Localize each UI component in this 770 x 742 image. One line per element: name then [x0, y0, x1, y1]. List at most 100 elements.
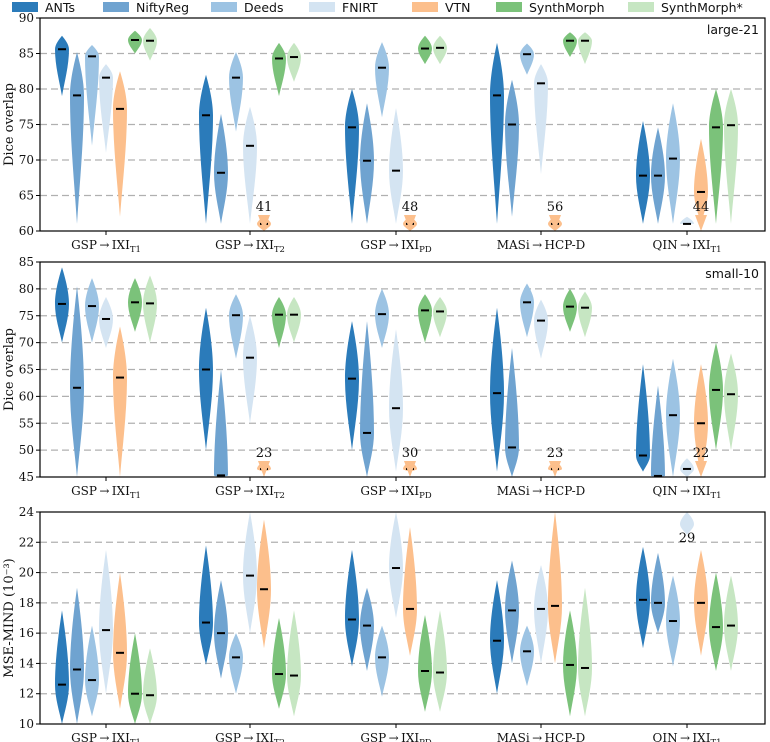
violin-synthmorph-star-5	[724, 575, 738, 671]
violin-body	[636, 120, 650, 224]
violin-niftyreg-5	[651, 127, 665, 224]
violin-body	[389, 512, 403, 618]
y-tick-label: 65	[19, 189, 34, 203]
violin-body	[272, 296, 286, 348]
violin-body	[666, 103, 680, 224]
violin-ants-3	[345, 549, 359, 667]
violin-fnirt-4	[534, 299, 548, 359]
violin-body	[636, 546, 650, 649]
violin-body	[505, 79, 519, 217]
x-tick-label: GSP → IXIPD	[360, 731, 431, 742]
violin-deeds-2	[229, 294, 243, 359]
legend-entry-ants: ANTs	[12, 0, 75, 15]
violin-body	[490, 580, 504, 694]
violin-body	[287, 296, 301, 343]
violin-synthmorph-3	[418, 614, 432, 712]
violin-fnirt-3	[389, 512, 403, 618]
violin-body	[128, 30, 142, 54]
violin-body	[257, 519, 271, 649]
violin-ants-3	[345, 321, 359, 451]
violin-body	[694, 138, 708, 224]
y-axis-label: MSE-MIND (10⁻³)	[2, 558, 17, 677]
out-of-range-marker	[681, 512, 693, 526]
violin-body	[70, 52, 84, 224]
x-tick-label: MASi → HCP-D	[497, 238, 586, 252]
x-tick-label: MASi → HCP-D	[497, 484, 586, 498]
out-of-range-marker	[258, 215, 270, 231]
violin-ants-4	[490, 580, 504, 694]
y-tick-label: 10	[19, 717, 34, 731]
violin-niftyreg-1	[70, 286, 84, 477]
violin-ants-5	[636, 120, 650, 224]
violin-vtn-5	[694, 364, 708, 477]
violin-body	[724, 575, 738, 671]
violin-deeds-3	[375, 42, 389, 118]
violin-fnirt-2	[243, 106, 257, 224]
violin-body	[578, 32, 592, 65]
violin-synthmorph-5	[709, 572, 723, 671]
panel-2: 45 50 55 60 65 70 75 80 85 23 30 23 22 small-10 Dice o…	[2, 255, 766, 501]
y-axis-label: Dice overlap	[2, 328, 17, 411]
violin-niftyreg-4	[505, 348, 519, 477]
violin-body	[403, 527, 417, 656]
violin-deeds-1	[85, 278, 99, 343]
y-tick-label: 85	[19, 47, 34, 61]
violin-synthmorph-star-2	[287, 296, 301, 343]
violin-synthmorph-4	[563, 288, 577, 332]
violin-niftyreg-3	[360, 321, 374, 477]
violin-body	[113, 572, 127, 709]
violin-synthmorph-star-4	[578, 32, 592, 65]
violin-body	[709, 89, 723, 224]
out-of-range-count: 41	[256, 200, 273, 215]
violin-synthmorph-star-1	[143, 275, 157, 343]
legend-swatch	[496, 2, 522, 12]
violin-fnirt-1	[99, 549, 113, 694]
violin-body	[680, 458, 694, 477]
violin-fnirt-3	[389, 108, 403, 224]
violin-body	[433, 35, 447, 65]
legend-swatch	[103, 2, 129, 12]
out-of-range-marker	[549, 215, 561, 231]
violin-deeds-4	[520, 625, 534, 687]
legend-label: SynthMorph*	[661, 0, 743, 15]
violin-body	[229, 52, 243, 132]
violin-synthmorph-2	[272, 42, 286, 97]
out-of-range-count: 23	[256, 446, 273, 461]
x-tick-label: QIN → IXIT1	[652, 731, 721, 742]
violin-niftyreg-2	[214, 113, 228, 224]
violin-body	[199, 545, 213, 665]
violin-synthmorph-3	[418, 294, 432, 343]
violin-deeds-5	[666, 575, 680, 667]
violin-body	[287, 42, 301, 82]
violin-body	[505, 560, 519, 664]
violin-body	[375, 288, 389, 348]
violin-synthmorph-4	[563, 610, 577, 717]
violin-niftyreg-2	[214, 580, 228, 679]
legend-swatch	[628, 2, 654, 12]
x-tick-label: GSP → IXIT2	[215, 484, 285, 501]
violin-body	[375, 625, 389, 697]
violin-body	[55, 35, 69, 97]
x-tick-label: MASi → HCP-D	[497, 731, 586, 742]
plot-frame	[39, 17, 766, 232]
legend-entry-niftyreg: NiftyReg	[103, 0, 189, 15]
violin-niftyreg-5	[651, 385, 665, 477]
violin-synthmorph-star-1	[143, 27, 157, 61]
panel-1: 60 65 70 75 80 85 90 41 48 56 44 large-21 Dice overl…	[2, 11, 766, 255]
violin-body	[534, 64, 548, 175]
violin-body	[214, 580, 228, 679]
violin-niftyreg-3	[360, 587, 374, 671]
out-of-range-annotation: 48	[402, 200, 418, 231]
violin-body	[534, 299, 548, 359]
violin-body	[199, 74, 213, 224]
violin-body	[143, 648, 157, 724]
violin-synthmorph-1	[128, 30, 142, 54]
violin-niftyreg-2	[214, 369, 228, 477]
violin-body	[389, 329, 403, 472]
violin-niftyreg-1	[70, 52, 84, 224]
x-tick-label: GSP → IXIPD	[360, 238, 431, 255]
y-tick-label: 75	[19, 309, 34, 323]
out-of-range-count: 30	[402, 446, 419, 461]
violin-body	[651, 385, 665, 477]
violin-body	[433, 610, 447, 712]
